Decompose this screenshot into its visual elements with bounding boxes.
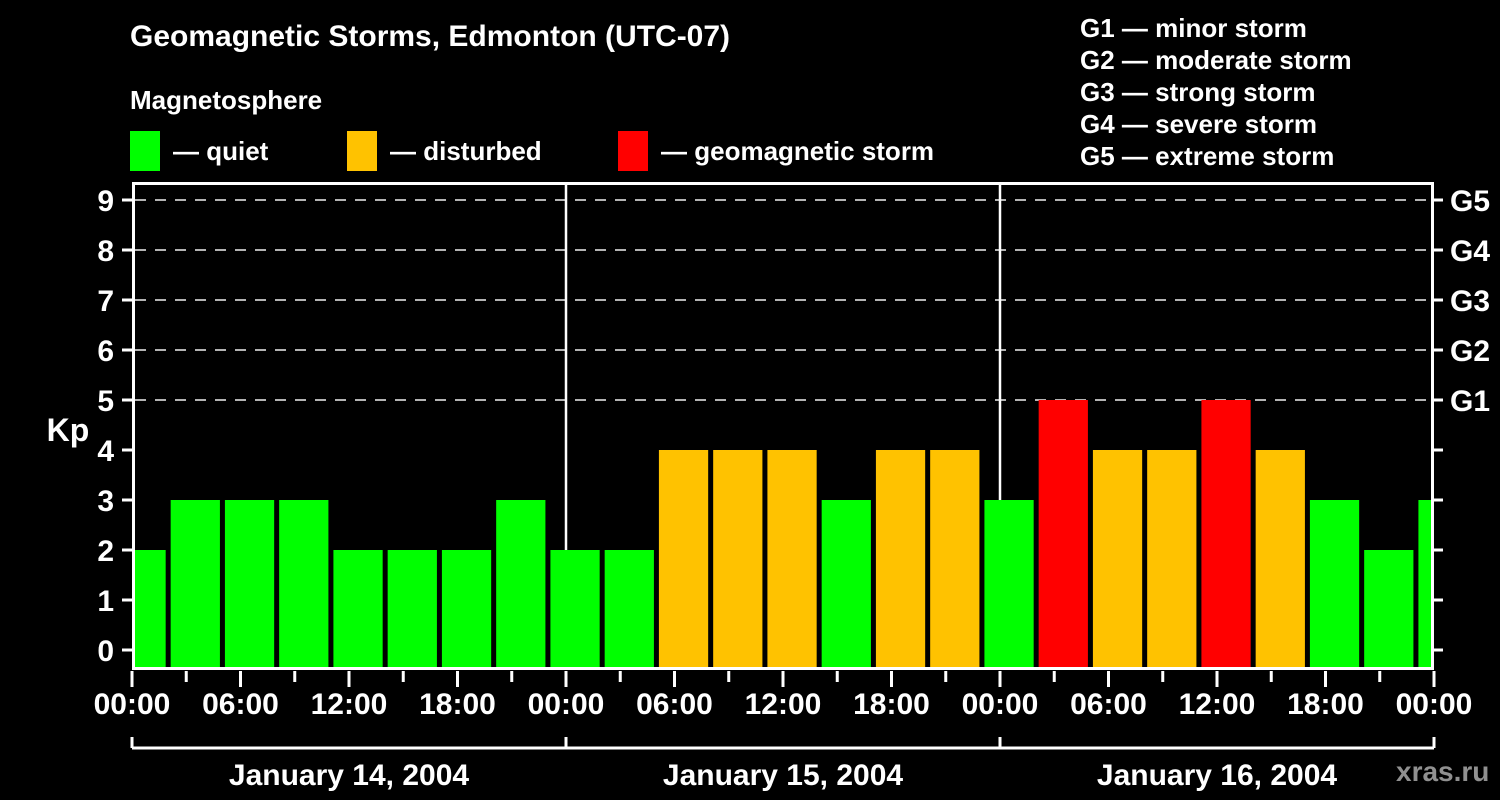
y-tick-label-4: 4 <box>97 435 114 468</box>
y-tick-label-8: 8 <box>97 235 114 268</box>
kp-bar-h71 <box>1418 500 1432 670</box>
kp-bar-h20 <box>496 500 546 670</box>
y-tick-label-1: 1 <box>97 585 114 618</box>
x-tick-label-h6: 06:00 <box>202 688 279 721</box>
quiet-swatch <box>130 131 160 171</box>
right-axis-label-G3: G3 <box>1450 285 1490 318</box>
kp-bar-h62 <box>1255 450 1305 670</box>
legend-label-quiet: — quiet <box>173 135 269 166</box>
watermark: xras.ru <box>1396 756 1490 787</box>
kp-bar-h5 <box>224 500 275 670</box>
storm-scale-line-g5: G5 — extreme storm <box>1080 141 1335 171</box>
kp-bar-h53 <box>1092 450 1143 670</box>
kp-bar-h41 <box>875 450 926 670</box>
x-tick-label-h18: 18:00 <box>419 688 496 721</box>
kp-bar-h32 <box>713 450 763 670</box>
legend-item-disturbed: — disturbed <box>347 131 542 171</box>
x-tick-label-h66: 18:00 <box>1287 688 1364 721</box>
x-tick-label-h12: 12:00 <box>311 688 388 721</box>
kp-bar-h26 <box>604 550 654 670</box>
y-tick-label-5: 5 <box>97 385 114 418</box>
y-tick-label-3: 3 <box>97 485 114 518</box>
x-tick-label-h0: 00:00 <box>94 688 171 721</box>
kp-bar-h8 <box>279 500 329 670</box>
legend-item-quiet: — quiet <box>130 131 268 171</box>
storm-swatch <box>618 131 648 171</box>
x-tick-label-h24: 00:00 <box>528 688 605 721</box>
y-tick-label-6: 6 <box>97 335 114 368</box>
legend-label-disturbed: — disturbed <box>390 135 542 166</box>
kp-bar-h35 <box>767 450 817 670</box>
kp-bar-h50 <box>1038 400 1088 670</box>
chart-title: Geomagnetic Storms, Edmonton (UTC-07) <box>130 20 731 53</box>
storm-scale-line-g4: G4 — severe storm <box>1080 109 1318 139</box>
kp-bar-h11 <box>333 550 383 670</box>
kp-bar-h56 <box>1147 450 1197 670</box>
x-tick-label-h42: 18:00 <box>853 688 930 721</box>
right-axis-label-G4: G4 <box>1450 235 1490 268</box>
kp-bar-h38 <box>821 500 871 670</box>
storm-scale-line-g3: G3 — strong storm <box>1080 77 1316 107</box>
legend-label-storm: — geomagnetic storm <box>661 135 935 166</box>
kp-bar-h65 <box>1309 500 1360 670</box>
kp-bar-h59 <box>1201 400 1251 670</box>
kp-bar-h2 <box>170 500 220 670</box>
kp-bar-h47 <box>984 500 1034 670</box>
x-tick-label-h54: 06:00 <box>1070 688 1147 721</box>
x-tick-label-h60: 12:00 <box>1179 688 1256 721</box>
y-tick-label-0: 0 <box>97 635 114 668</box>
storm-scale-line-g1: G1 — minor storm <box>1080 13 1307 43</box>
kp-bar-h17 <box>441 550 492 670</box>
kp-bar-h29 <box>658 450 709 670</box>
date-label-day1: January 14, 2004 <box>229 759 469 792</box>
x-tick-label-h36: 12:00 <box>745 688 822 721</box>
kp-bar-h14 <box>387 550 437 670</box>
y-tick-label-2: 2 <box>97 535 114 568</box>
storm-scale-line-g2: G2 — moderate storm <box>1080 45 1352 75</box>
chart-subtitle: Magnetosphere <box>130 85 323 115</box>
date-label-day3: January 16, 2004 <box>1097 759 1337 792</box>
x-tick-label-h48: 00:00 <box>962 688 1039 721</box>
y-tick-label-7: 7 <box>97 285 114 318</box>
plot-border <box>132 182 1434 670</box>
storm-scale-legend: G1 — minor storm G2 — moderate storm G3 — … <box>1080 12 1352 172</box>
right-axis-label-G2: G2 <box>1450 335 1490 368</box>
disturbed-swatch <box>347 131 377 171</box>
right-axis-label-G5: G5 <box>1450 185 1490 218</box>
y-tick-label-9: 9 <box>97 185 114 218</box>
date-label-day2: January 15, 2004 <box>663 759 903 792</box>
kp-bar-h0 <box>134 550 166 670</box>
legend-item-storm: — geomagnetic storm <box>618 131 934 171</box>
right-axis-label-G1: G1 <box>1450 385 1490 418</box>
kp-bar-h44 <box>930 450 980 670</box>
kp-bar-h68 <box>1364 550 1414 670</box>
x-tick-label-h30: 06:00 <box>636 688 713 721</box>
x-tick-label-h72: 00:00 <box>1396 688 1473 721</box>
y-axis-title: Kp <box>47 412 90 448</box>
kp-bar-h23 <box>550 550 600 670</box>
